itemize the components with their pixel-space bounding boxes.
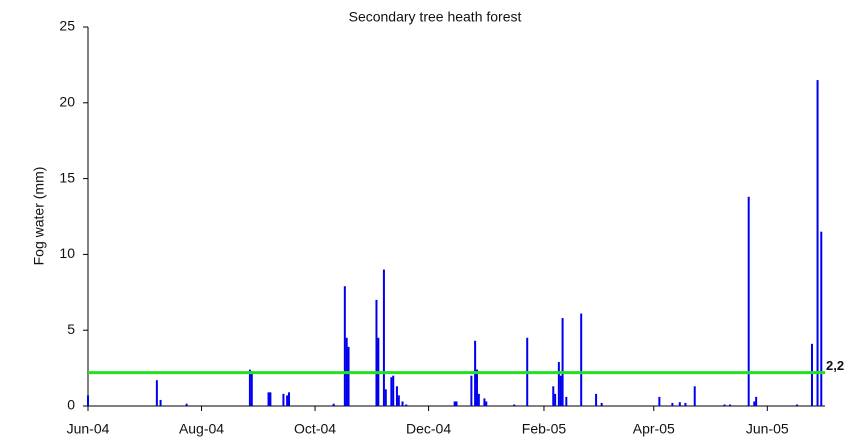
bar bbox=[382, 269, 385, 406]
bar bbox=[87, 395, 89, 406]
bar bbox=[347, 346, 350, 406]
bar bbox=[816, 80, 819, 406]
bar bbox=[483, 398, 486, 406]
bar bbox=[155, 380, 158, 406]
y-tick-label: 15 bbox=[59, 169, 75, 185]
bar bbox=[384, 389, 387, 406]
bar bbox=[595, 393, 598, 406]
bar bbox=[397, 395, 400, 406]
x-tick-label: Dec-04 bbox=[406, 421, 451, 437]
y-tick-label: 20 bbox=[59, 94, 75, 110]
bar bbox=[729, 404, 732, 406]
bar bbox=[554, 393, 557, 406]
bar bbox=[282, 393, 285, 406]
y-tick-label: 10 bbox=[59, 245, 75, 261]
x-tick-label: Apr-05 bbox=[633, 421, 675, 437]
y-tick-label: 0 bbox=[67, 397, 75, 413]
bar bbox=[753, 401, 756, 406]
bar bbox=[405, 404, 408, 406]
bar bbox=[286, 395, 289, 406]
bar bbox=[401, 401, 404, 406]
bar bbox=[561, 318, 564, 406]
x-tick-label: Jun-04 bbox=[67, 421, 110, 437]
bar bbox=[580, 313, 583, 406]
bar bbox=[723, 404, 726, 406]
bar bbox=[485, 401, 488, 406]
bar bbox=[820, 231, 823, 406]
bar bbox=[565, 396, 568, 406]
bar bbox=[693, 386, 696, 406]
bar bbox=[332, 403, 335, 406]
bar bbox=[658, 396, 661, 406]
bar bbox=[395, 386, 398, 406]
x-tick-label: Oct-04 bbox=[294, 421, 336, 437]
bar bbox=[513, 404, 516, 406]
bar bbox=[671, 402, 674, 406]
bar bbox=[810, 343, 813, 406]
bar bbox=[470, 375, 473, 406]
bar bbox=[343, 286, 346, 406]
bar bbox=[557, 362, 560, 406]
bar bbox=[678, 402, 681, 406]
bar bbox=[559, 375, 562, 406]
bar bbox=[453, 401, 456, 406]
x-tick-label: Feb-05 bbox=[522, 421, 567, 437]
bar bbox=[455, 401, 458, 406]
bar bbox=[250, 371, 253, 406]
bar bbox=[392, 375, 395, 406]
y-axis-label: Fog water (mm) bbox=[31, 167, 47, 266]
bar bbox=[600, 402, 603, 406]
threshold-label: 2,2 bbox=[826, 358, 844, 373]
bar bbox=[552, 386, 555, 406]
y-tick-label: 5 bbox=[67, 321, 75, 337]
bar bbox=[477, 393, 480, 406]
chart-title: Secondary tree heath forest bbox=[349, 9, 522, 25]
x-tick-label: Aug-04 bbox=[179, 421, 224, 437]
bar bbox=[684, 402, 687, 406]
bar bbox=[248, 369, 251, 406]
bar bbox=[159, 399, 162, 406]
y-tick-label: 25 bbox=[59, 18, 75, 34]
bar bbox=[269, 392, 272, 406]
bar bbox=[796, 404, 799, 406]
x-tick-label: Jun-05 bbox=[746, 421, 789, 437]
bar bbox=[747, 196, 750, 406]
bar bbox=[267, 392, 270, 406]
bar bbox=[475, 369, 478, 406]
bar bbox=[185, 403, 188, 406]
bar bbox=[375, 299, 378, 406]
bar bbox=[390, 377, 393, 406]
bar bbox=[288, 392, 290, 406]
bar bbox=[755, 396, 758, 406]
